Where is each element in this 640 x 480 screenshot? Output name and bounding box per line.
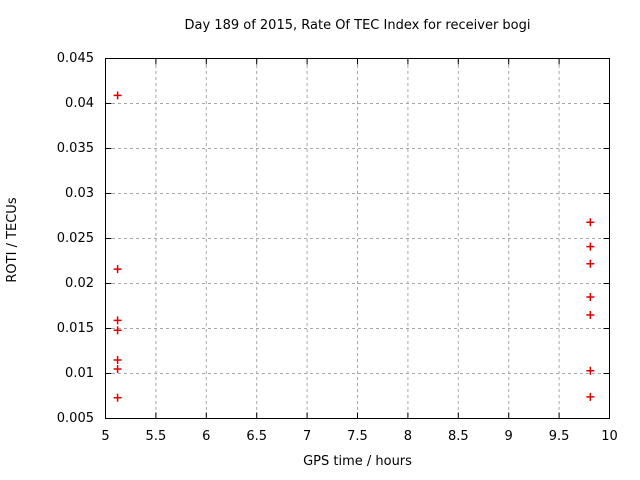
x-tick-label: 10 [601,429,618,444]
data-point-marker [113,326,122,335]
x-tick-label: 8.5 [447,429,469,444]
x-tick-label: 9 [504,429,513,444]
y-axis-title: ROTI / TECUs [5,197,20,283]
x-tick-label: 7 [302,429,312,444]
y-tick-label: 0.03 [65,185,94,201]
data-point-marker [113,365,122,373]
y-tick-label: 0.015 [56,320,94,336]
y-tick-label: 0.04 [65,95,94,111]
x-axis-title: GPS time / hours [303,454,412,469]
data-point-marker [586,293,595,301]
y-tick-label: 0.025 [56,230,94,246]
y-tick-label: 0.045 [56,50,94,66]
x-tick-label: 6.5 [246,429,268,444]
x-tick-label: 7.5 [347,429,368,444]
y-tick-label: 0.005 [56,410,94,426]
plot-border [105,58,610,419]
data-point-marker [586,242,595,251]
data-point-marker [586,259,595,268]
x-tick-label: 5 [101,429,110,444]
x-tick-label: 5.5 [145,429,167,444]
data-point-marker [586,311,595,319]
data-point-marker [113,393,122,402]
y-tick-label: 0.01 [65,365,94,381]
data-point-marker [586,392,595,401]
data-point-marker [586,218,595,227]
data-point-marker [113,91,122,100]
plot-area [105,58,610,419]
y-tick-label: 0.02 [65,275,94,291]
data-point-marker [113,265,122,274]
x-tick-label: 6 [202,429,211,444]
y-tick-label: 0.035 [56,140,94,156]
x-tick-label: 9.5 [548,429,570,444]
data-point-marker [113,356,122,364]
data-point-marker [586,366,595,375]
chart-title: Day 189 of 2015, Rate Of TEC Index for r… [184,18,531,33]
x-tick-label: 8 [403,429,413,444]
data-point-marker [113,316,122,325]
